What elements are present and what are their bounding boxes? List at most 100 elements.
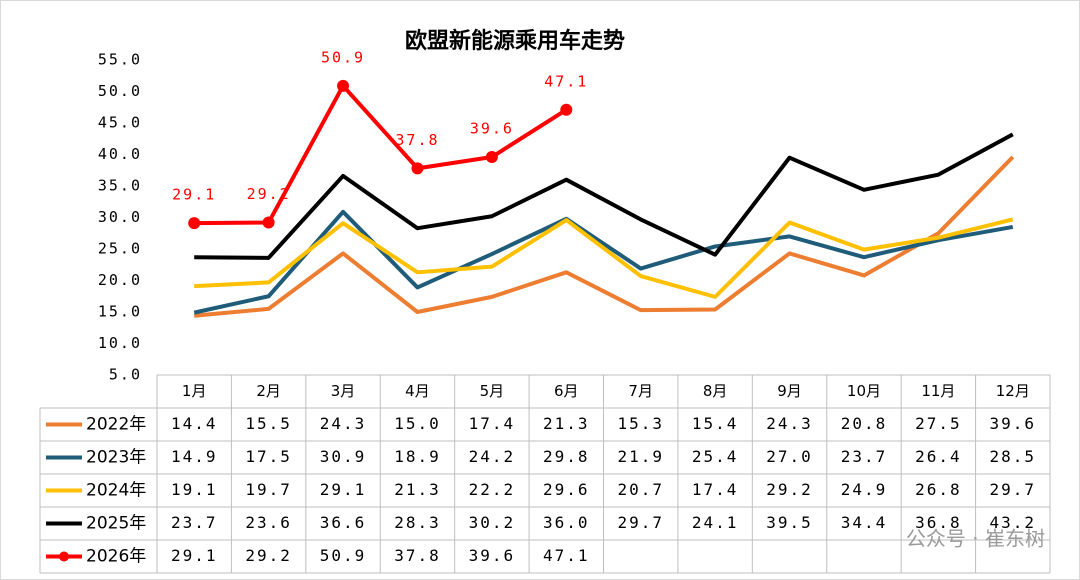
line-series bbox=[194, 217, 1014, 299]
table-cell: 39.5 bbox=[766, 513, 813, 532]
x-tick-label: 5月 bbox=[480, 382, 505, 400]
table-cell: 14.9 bbox=[171, 447, 218, 466]
y-tick-label: 35.0 bbox=[98, 177, 142, 195]
table-cell: 29.7 bbox=[990, 480, 1037, 499]
table-cell: 25.4 bbox=[692, 447, 739, 466]
table-cell: 30.2 bbox=[469, 513, 516, 532]
marker bbox=[411, 162, 424, 175]
table-cell: 28.5 bbox=[990, 447, 1037, 466]
table-cell: 36.6 bbox=[320, 513, 367, 532]
table-cell: 17.4 bbox=[469, 414, 516, 433]
y-tick-label: 55.0 bbox=[98, 51, 142, 69]
table-cell: 30.9 bbox=[320, 447, 367, 466]
marker bbox=[337, 79, 350, 92]
table-cell: 50.9 bbox=[320, 546, 367, 565]
data-label: 47.1 bbox=[544, 72, 588, 90]
marker bbox=[560, 103, 573, 116]
x-tick-label: 6月 bbox=[554, 382, 579, 400]
table-cell: 27.0 bbox=[766, 447, 813, 466]
table-cell: 17.4 bbox=[692, 480, 739, 499]
chart-title: 欧盟新能源乘用车走势 bbox=[405, 28, 625, 54]
table-cell: 15.4 bbox=[692, 414, 739, 433]
marker bbox=[262, 216, 275, 229]
x-tick-label: 2月 bbox=[256, 382, 281, 400]
table-cell: 28.3 bbox=[394, 513, 441, 532]
table-cell: 47.1 bbox=[543, 546, 590, 565]
table-cell: 29.1 bbox=[320, 480, 367, 499]
table-cell: 39.6 bbox=[469, 546, 516, 565]
y-tick-label: 15.0 bbox=[98, 303, 142, 321]
legend-label: 2026年 bbox=[86, 547, 146, 567]
table-cell: 29.7 bbox=[617, 513, 664, 532]
y-tick-label: 25.0 bbox=[98, 240, 142, 258]
table-cell: 37.8 bbox=[394, 546, 441, 565]
table-cell: 24.2 bbox=[469, 447, 516, 466]
legend-label: 2024年 bbox=[86, 481, 146, 501]
table-cell: 29.2 bbox=[245, 546, 292, 565]
data-label: 50.9 bbox=[321, 48, 365, 66]
table-cell: 21.3 bbox=[394, 480, 441, 499]
legend-label: 2025年 bbox=[86, 514, 146, 534]
x-tick-label: 10月 bbox=[847, 382, 881, 400]
table-cell: 39.6 bbox=[990, 414, 1037, 433]
x-tick-label: 9月 bbox=[777, 382, 802, 400]
line-series bbox=[194, 132, 1014, 260]
table-cell: 19.1 bbox=[171, 480, 218, 499]
table-cell: 29.2 bbox=[766, 480, 813, 499]
table-cell: 21.3 bbox=[543, 414, 590, 433]
watermark: 公众号 · 崔东树 bbox=[906, 527, 1045, 551]
table-cell: 15.0 bbox=[394, 414, 441, 433]
y-tick-label: 10.0 bbox=[98, 334, 142, 352]
table-cell: 24.1 bbox=[692, 513, 739, 532]
data-label: 29.1 bbox=[172, 186, 216, 204]
table-cell: 29.8 bbox=[543, 447, 590, 466]
y-tick-label: 50.0 bbox=[98, 82, 142, 100]
table-cell: 21.9 bbox=[617, 447, 664, 466]
table-cell: 20.7 bbox=[617, 480, 664, 499]
table-cell: 29.6 bbox=[543, 480, 590, 499]
table-cell: 24.9 bbox=[841, 480, 888, 499]
x-tick-label: 11月 bbox=[921, 382, 955, 400]
table-cell: 24.3 bbox=[320, 414, 367, 433]
y-tick-label: 5.0 bbox=[109, 366, 142, 384]
line-series bbox=[193, 209, 1014, 315]
y-tick-label: 40.0 bbox=[98, 145, 142, 163]
line-series bbox=[194, 155, 1015, 318]
line-series bbox=[194, 83, 568, 226]
data-label: 29.2 bbox=[247, 185, 291, 203]
y-tick-label: 30.0 bbox=[98, 208, 142, 226]
table-cell: 34.4 bbox=[841, 513, 888, 532]
x-tick-label: 4月 bbox=[405, 382, 430, 400]
legend-marker bbox=[59, 551, 69, 562]
x-tick-label: 1月 bbox=[182, 382, 207, 400]
x-tick-label: 7月 bbox=[628, 382, 653, 400]
table-cell: 43.2 bbox=[990, 513, 1037, 532]
table-cell: 23.7 bbox=[171, 513, 218, 532]
legend-label: 2023年 bbox=[86, 448, 146, 468]
legend-label: 2022年 bbox=[86, 415, 146, 435]
table-cell: 14.4 bbox=[171, 414, 218, 433]
table-cell: 36.0 bbox=[543, 513, 590, 532]
table-cell: 27.5 bbox=[915, 414, 962, 433]
table-cell: 26.4 bbox=[915, 447, 962, 466]
x-tick-label: 8月 bbox=[703, 382, 728, 400]
table-cell: 15.5 bbox=[245, 414, 292, 433]
table-cell: 24.3 bbox=[766, 414, 813, 433]
table-cell: 36.8 bbox=[915, 513, 962, 532]
y-tick-label: 45.0 bbox=[98, 114, 142, 132]
table-cell: 26.8 bbox=[915, 480, 962, 499]
data-label: 37.8 bbox=[395, 131, 439, 149]
marker bbox=[188, 217, 201, 230]
table-cell: 29.1 bbox=[171, 546, 218, 565]
table-cell: 18.9 bbox=[394, 447, 441, 466]
table-cell: 23.6 bbox=[245, 513, 292, 532]
x-tick-label: 3月 bbox=[331, 382, 356, 400]
table-cell: 19.7 bbox=[245, 480, 292, 499]
table-cell: 20.8 bbox=[841, 414, 888, 433]
table-cell: 23.7 bbox=[841, 447, 888, 466]
table-cell: 22.2 bbox=[469, 480, 516, 499]
table-cell: 15.3 bbox=[617, 414, 664, 433]
x-tick-label: 12月 bbox=[996, 382, 1030, 400]
